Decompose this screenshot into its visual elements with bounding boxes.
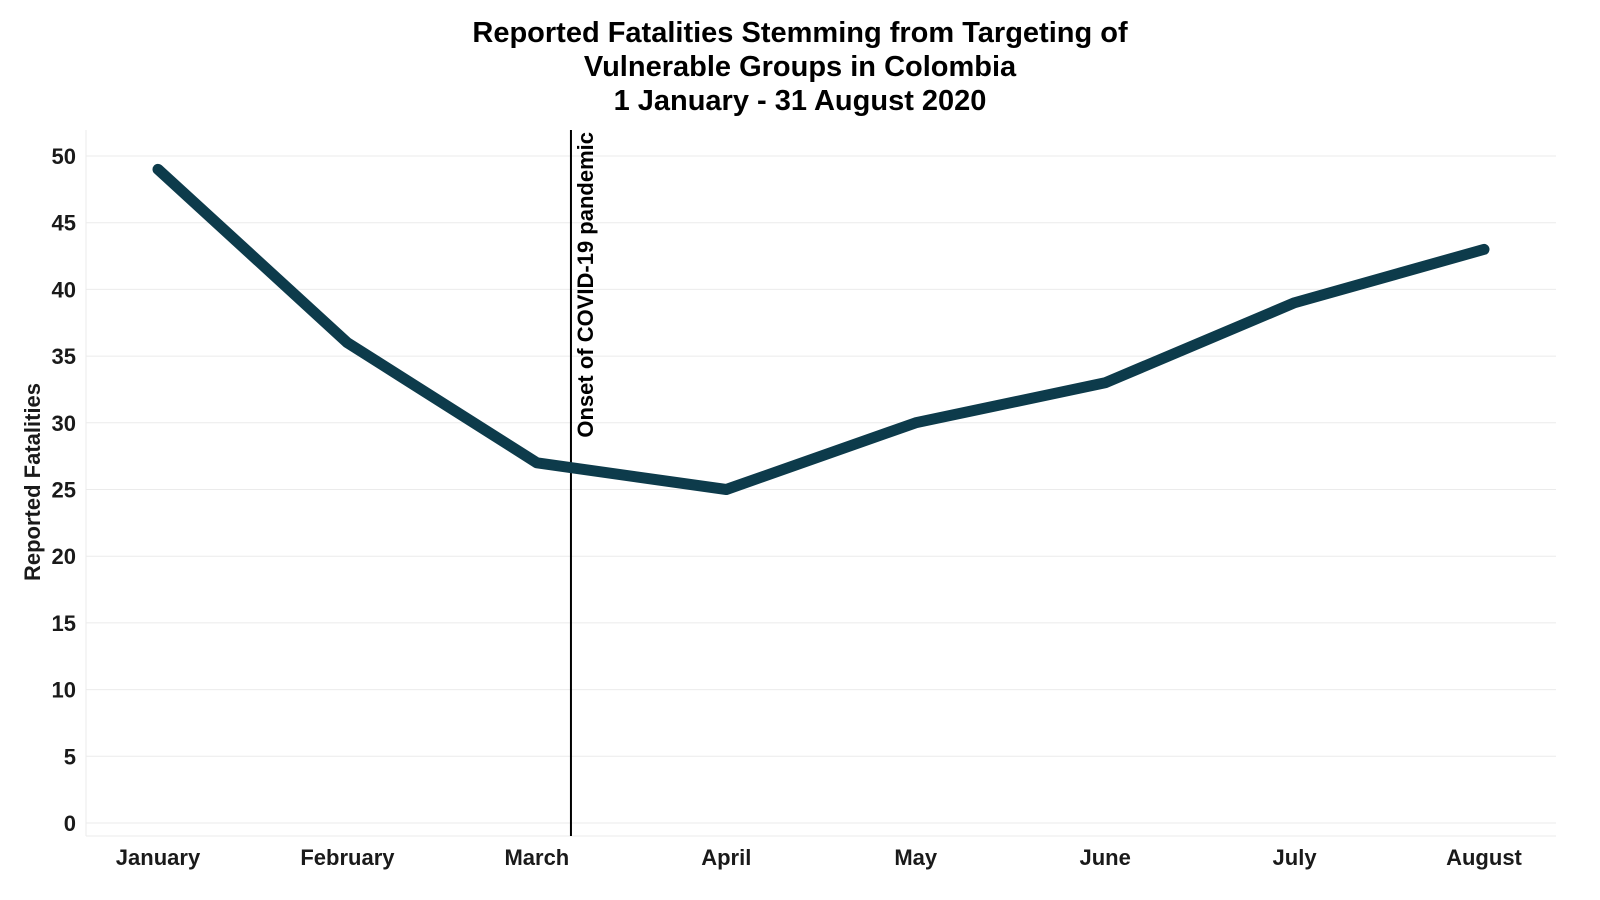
x-tick-label: May xyxy=(894,845,938,870)
chart-title: Reported Fatalities Stemming from Target… xyxy=(472,17,1128,117)
y-tick-label: 20 xyxy=(52,544,76,569)
series-line xyxy=(152,163,1490,495)
y-tick-label: 0 xyxy=(64,811,76,836)
series-layer xyxy=(152,163,1490,495)
data-point xyxy=(721,484,732,495)
y-tick-label: 15 xyxy=(52,611,76,636)
x-tick-label: April xyxy=(701,845,751,870)
x-tick-label: August xyxy=(1446,845,1522,870)
y-axis-ticks: 0 5 10 15 20 25 30 35 40 45 50 xyxy=(52,144,76,836)
annotation-layer: Onset of COVID-19 pandemic xyxy=(569,130,598,836)
y-tick-label: 40 xyxy=(52,277,76,302)
y-tick-label: 45 xyxy=(52,211,76,236)
data-point xyxy=(1479,244,1489,255)
x-axis-ticks: January February March April May June July Augu… xyxy=(116,845,1523,870)
data-point xyxy=(153,164,163,175)
y-tick-label: 35 xyxy=(52,344,76,369)
data-point xyxy=(910,417,921,428)
y-tick-label: 30 xyxy=(52,411,76,436)
data-point xyxy=(531,457,542,468)
x-tick-label: February xyxy=(300,845,395,870)
y-tick-label: 10 xyxy=(52,678,76,703)
x-tick-label: January xyxy=(116,845,201,870)
y-tick-label: 25 xyxy=(52,478,76,503)
data-point xyxy=(1289,297,1300,308)
x-tick-label: July xyxy=(1273,845,1318,870)
y-axis-title: Reported Fatalities xyxy=(20,383,45,581)
grid-layer xyxy=(85,130,1556,837)
x-tick-label: June xyxy=(1079,845,1130,870)
x-tick-label: March xyxy=(504,845,569,870)
y-tick-label: 50 xyxy=(52,144,76,169)
data-point xyxy=(1100,377,1111,388)
pandemic-onset-label: Onset of COVID-19 pandemic xyxy=(573,132,598,438)
y-tick-label: 5 xyxy=(64,744,76,769)
data-point xyxy=(342,337,353,348)
